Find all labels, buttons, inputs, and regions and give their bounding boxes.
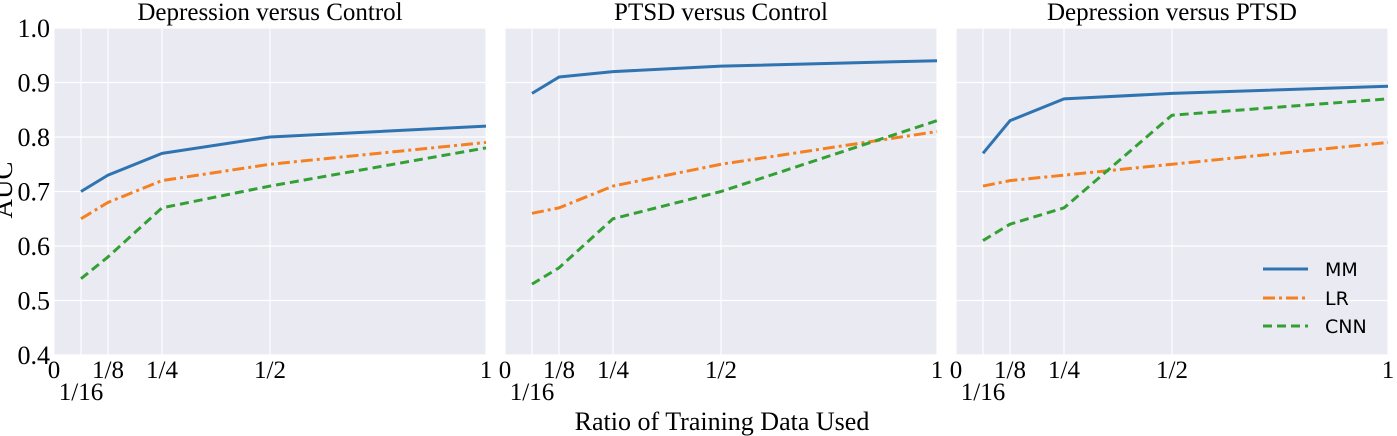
x-tick-label: 0	[48, 357, 61, 384]
panel-1	[53, 27, 487, 356]
x-tick-label: 0	[950, 357, 963, 384]
legend-label-cnn: CNN	[1325, 316, 1367, 338]
series-line-cnn	[531, 119, 938, 286]
series-line-mm	[981, 84, 1389, 155]
panel-title: Depression versus Control	[137, 0, 402, 26]
x-axis-label: Ratio of Training Data Used	[575, 407, 870, 436]
series-line-lr	[982, 140, 1389, 188]
x-tick-label: 1/4	[146, 357, 178, 384]
y-tick-label: 1.0	[18, 14, 51, 43]
panel-title: PTSD versus Control	[614, 0, 828, 26]
x-tick-label: 1/8	[92, 357, 124, 384]
series-line-mm	[80, 124, 487, 193]
x-tick-label: 1/16	[961, 379, 1005, 406]
series-line-lr	[80, 140, 487, 221]
legend-label-lr: LR	[1325, 288, 1349, 310]
x-tick-label: 0	[499, 357, 512, 384]
series-line-mm	[531, 59, 938, 95]
x-tick-label: 1	[1382, 357, 1395, 384]
series-line-lr	[531, 130, 938, 215]
series-line-cnn	[982, 97, 1389, 242]
y-tick-label: 0.5	[18, 287, 51, 316]
x-tick-label: 1/2	[705, 357, 737, 384]
x-tick-label: 1/2	[1156, 357, 1188, 384]
x-tick-label: 1/16	[510, 379, 554, 406]
y-tick-label: 0.4	[18, 341, 51, 370]
x-tick-label: 1	[931, 357, 944, 384]
y-axis-label: AUC	[0, 161, 18, 218]
legend-label-mm: MM	[1325, 259, 1358, 281]
x-tick-label: 1/4	[1048, 357, 1080, 384]
y-tick-label: 0.7	[18, 178, 51, 207]
x-tick-label: 1/2	[254, 357, 286, 384]
panel-title: Depression versus PTSD	[1047, 0, 1297, 26]
x-tick-label: 1/4	[597, 357, 629, 384]
x-tick-label: 1	[480, 357, 493, 384]
panel-2	[504, 27, 938, 356]
panel-3	[955, 27, 1389, 356]
y-tick-label: 0.6	[18, 232, 51, 261]
x-tick-label: 1/8	[994, 357, 1026, 384]
x-tick-label: 1/16	[59, 379, 103, 406]
y-tick-label: 0.8	[18, 123, 51, 152]
y-tick-label: 0.9	[18, 69, 51, 98]
x-tick-label: 1/8	[543, 357, 575, 384]
